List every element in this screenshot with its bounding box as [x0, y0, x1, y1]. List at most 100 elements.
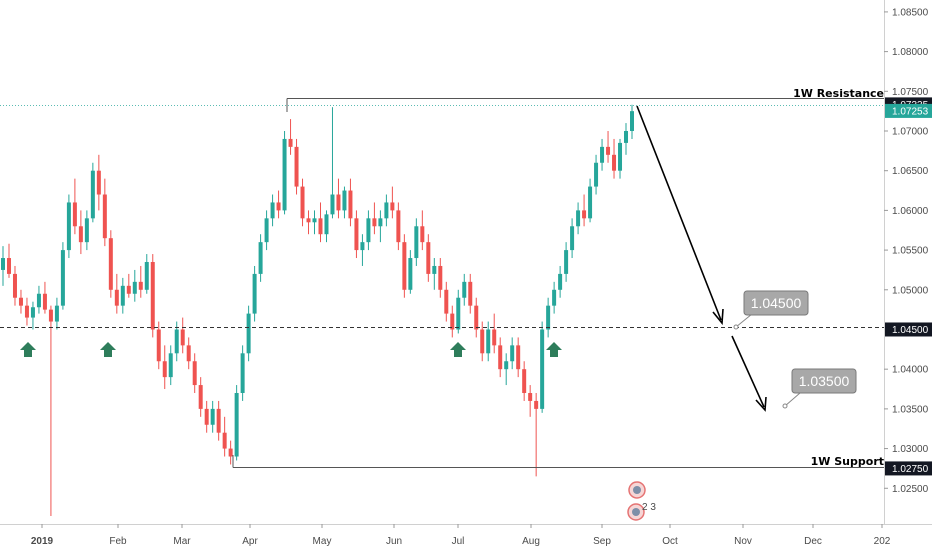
candle[interactable] [180, 317, 185, 354]
candle[interactable] [438, 258, 443, 298]
candle[interactable] [282, 131, 287, 215]
candle[interactable] [270, 194, 275, 227]
candle[interactable] [582, 194, 587, 227]
candle[interactable] [96, 154, 101, 211]
candle[interactable] [150, 254, 155, 338]
candle[interactable] [330, 107, 335, 219]
projection-arrow-2[interactable] [731, 335, 765, 408]
candle[interactable] [510, 337, 515, 370]
candle[interactable] [192, 353, 197, 393]
candle[interactable] [246, 305, 251, 362]
candle[interactable] [444, 281, 449, 322]
candle[interactable] [102, 178, 107, 247]
candle[interactable] [552, 281, 557, 314]
plot-area[interactable] [0, 0, 884, 524]
candle[interactable] [456, 289, 461, 334]
candle[interactable] [126, 273, 131, 298]
candle[interactable] [264, 210, 269, 251]
candle[interactable] [432, 258, 437, 290]
candle[interactable] [408, 250, 413, 294]
x-axis[interactable]: 2019 Feb Mar Apr May Jun Jul Aug Sep Oct Nov Dec 202 [31, 524, 891, 547]
candle[interactable] [384, 194, 389, 227]
candle[interactable] [600, 138, 605, 171]
candle[interactable] [312, 210, 317, 235]
candle[interactable] [402, 234, 407, 298]
candle[interactable] [558, 265, 563, 298]
y-axis[interactable]: 1.08500 1.08000 1.07500 1.07000 1.06500 1.060… [884, 7, 929, 495]
callout-1[interactable]: 1.04500 [733, 290, 809, 330]
candle[interactable] [492, 313, 497, 354]
candle[interactable] [30, 301, 35, 330]
candle[interactable] [6, 243, 11, 278]
candle[interactable] [108, 230, 113, 298]
candle[interactable] [234, 385, 239, 461]
candle[interactable] [588, 178, 593, 223]
projection-arrow-1[interactable] [636, 105, 722, 321]
candle[interactable] [66, 194, 71, 259]
candle[interactable] [36, 285, 41, 314]
candle[interactable] [48, 305, 53, 517]
candle[interactable] [414, 218, 419, 266]
candle[interactable] [156, 321, 161, 370]
candle[interactable] [624, 123, 629, 155]
candle[interactable] [18, 289, 23, 314]
candle[interactable] [210, 400, 215, 433]
candle[interactable] [534, 393, 539, 477]
candle[interactable] [420, 210, 425, 251]
candle[interactable] [84, 210, 89, 251]
candle[interactable] [120, 277, 125, 314]
candle[interactable] [54, 297, 59, 330]
candle[interactable] [618, 138, 623, 179]
candle[interactable] [528, 385, 533, 417]
candle[interactable] [504, 353, 509, 386]
candle[interactable] [42, 281, 47, 314]
candle[interactable] [516, 337, 521, 378]
candle[interactable] [300, 178, 305, 227]
candle[interactable] [276, 190, 281, 219]
candle[interactable] [396, 202, 401, 251]
candle[interactable] [336, 178, 341, 219]
candle[interactable] [450, 305, 455, 338]
candle[interactable] [378, 210, 383, 243]
candle[interactable] [480, 321, 485, 362]
candle[interactable] [342, 186, 347, 219]
candle[interactable] [174, 321, 179, 362]
candle[interactable] [372, 202, 377, 235]
candle[interactable] [546, 297, 551, 338]
candle[interactable] [570, 218, 575, 259]
candle[interactable] [366, 210, 371, 251]
candle[interactable] [252, 265, 257, 322]
candle[interactable] [216, 400, 221, 441]
candle[interactable] [138, 265, 143, 298]
candle[interactable] [114, 273, 119, 314]
candle[interactable] [204, 400, 209, 433]
candle[interactable] [498, 337, 503, 378]
candle[interactable] [288, 119, 293, 155]
candle[interactable] [360, 234, 365, 266]
candle[interactable] [426, 234, 431, 282]
candle[interactable] [348, 178, 353, 227]
candle[interactable] [72, 178, 77, 235]
candle[interactable] [186, 337, 191, 370]
candle[interactable] [354, 210, 359, 259]
candle[interactable] [318, 202, 323, 243]
candle[interactable] [564, 242, 569, 282]
candle[interactable] [612, 138, 617, 179]
candle[interactable] [132, 269, 137, 302]
candle[interactable] [228, 440, 233, 465]
candle[interactable] [594, 154, 599, 195]
candle[interactable] [306, 210, 311, 235]
candle[interactable] [240, 345, 245, 401]
candle[interactable] [258, 234, 263, 282]
candle[interactable] [24, 297, 29, 326]
candle[interactable] [1, 246, 5, 286]
candle[interactable] [390, 186, 395, 219]
candle[interactable] [474, 297, 479, 338]
candle[interactable] [462, 273, 467, 306]
candle[interactable] [12, 265, 17, 306]
candle[interactable] [324, 210, 329, 243]
candle[interactable] [468, 273, 473, 314]
projection-arrows[interactable] [636, 105, 767, 412]
callout-2[interactable]: 1.03500 [782, 368, 857, 409]
candle[interactable] [162, 345, 167, 390]
